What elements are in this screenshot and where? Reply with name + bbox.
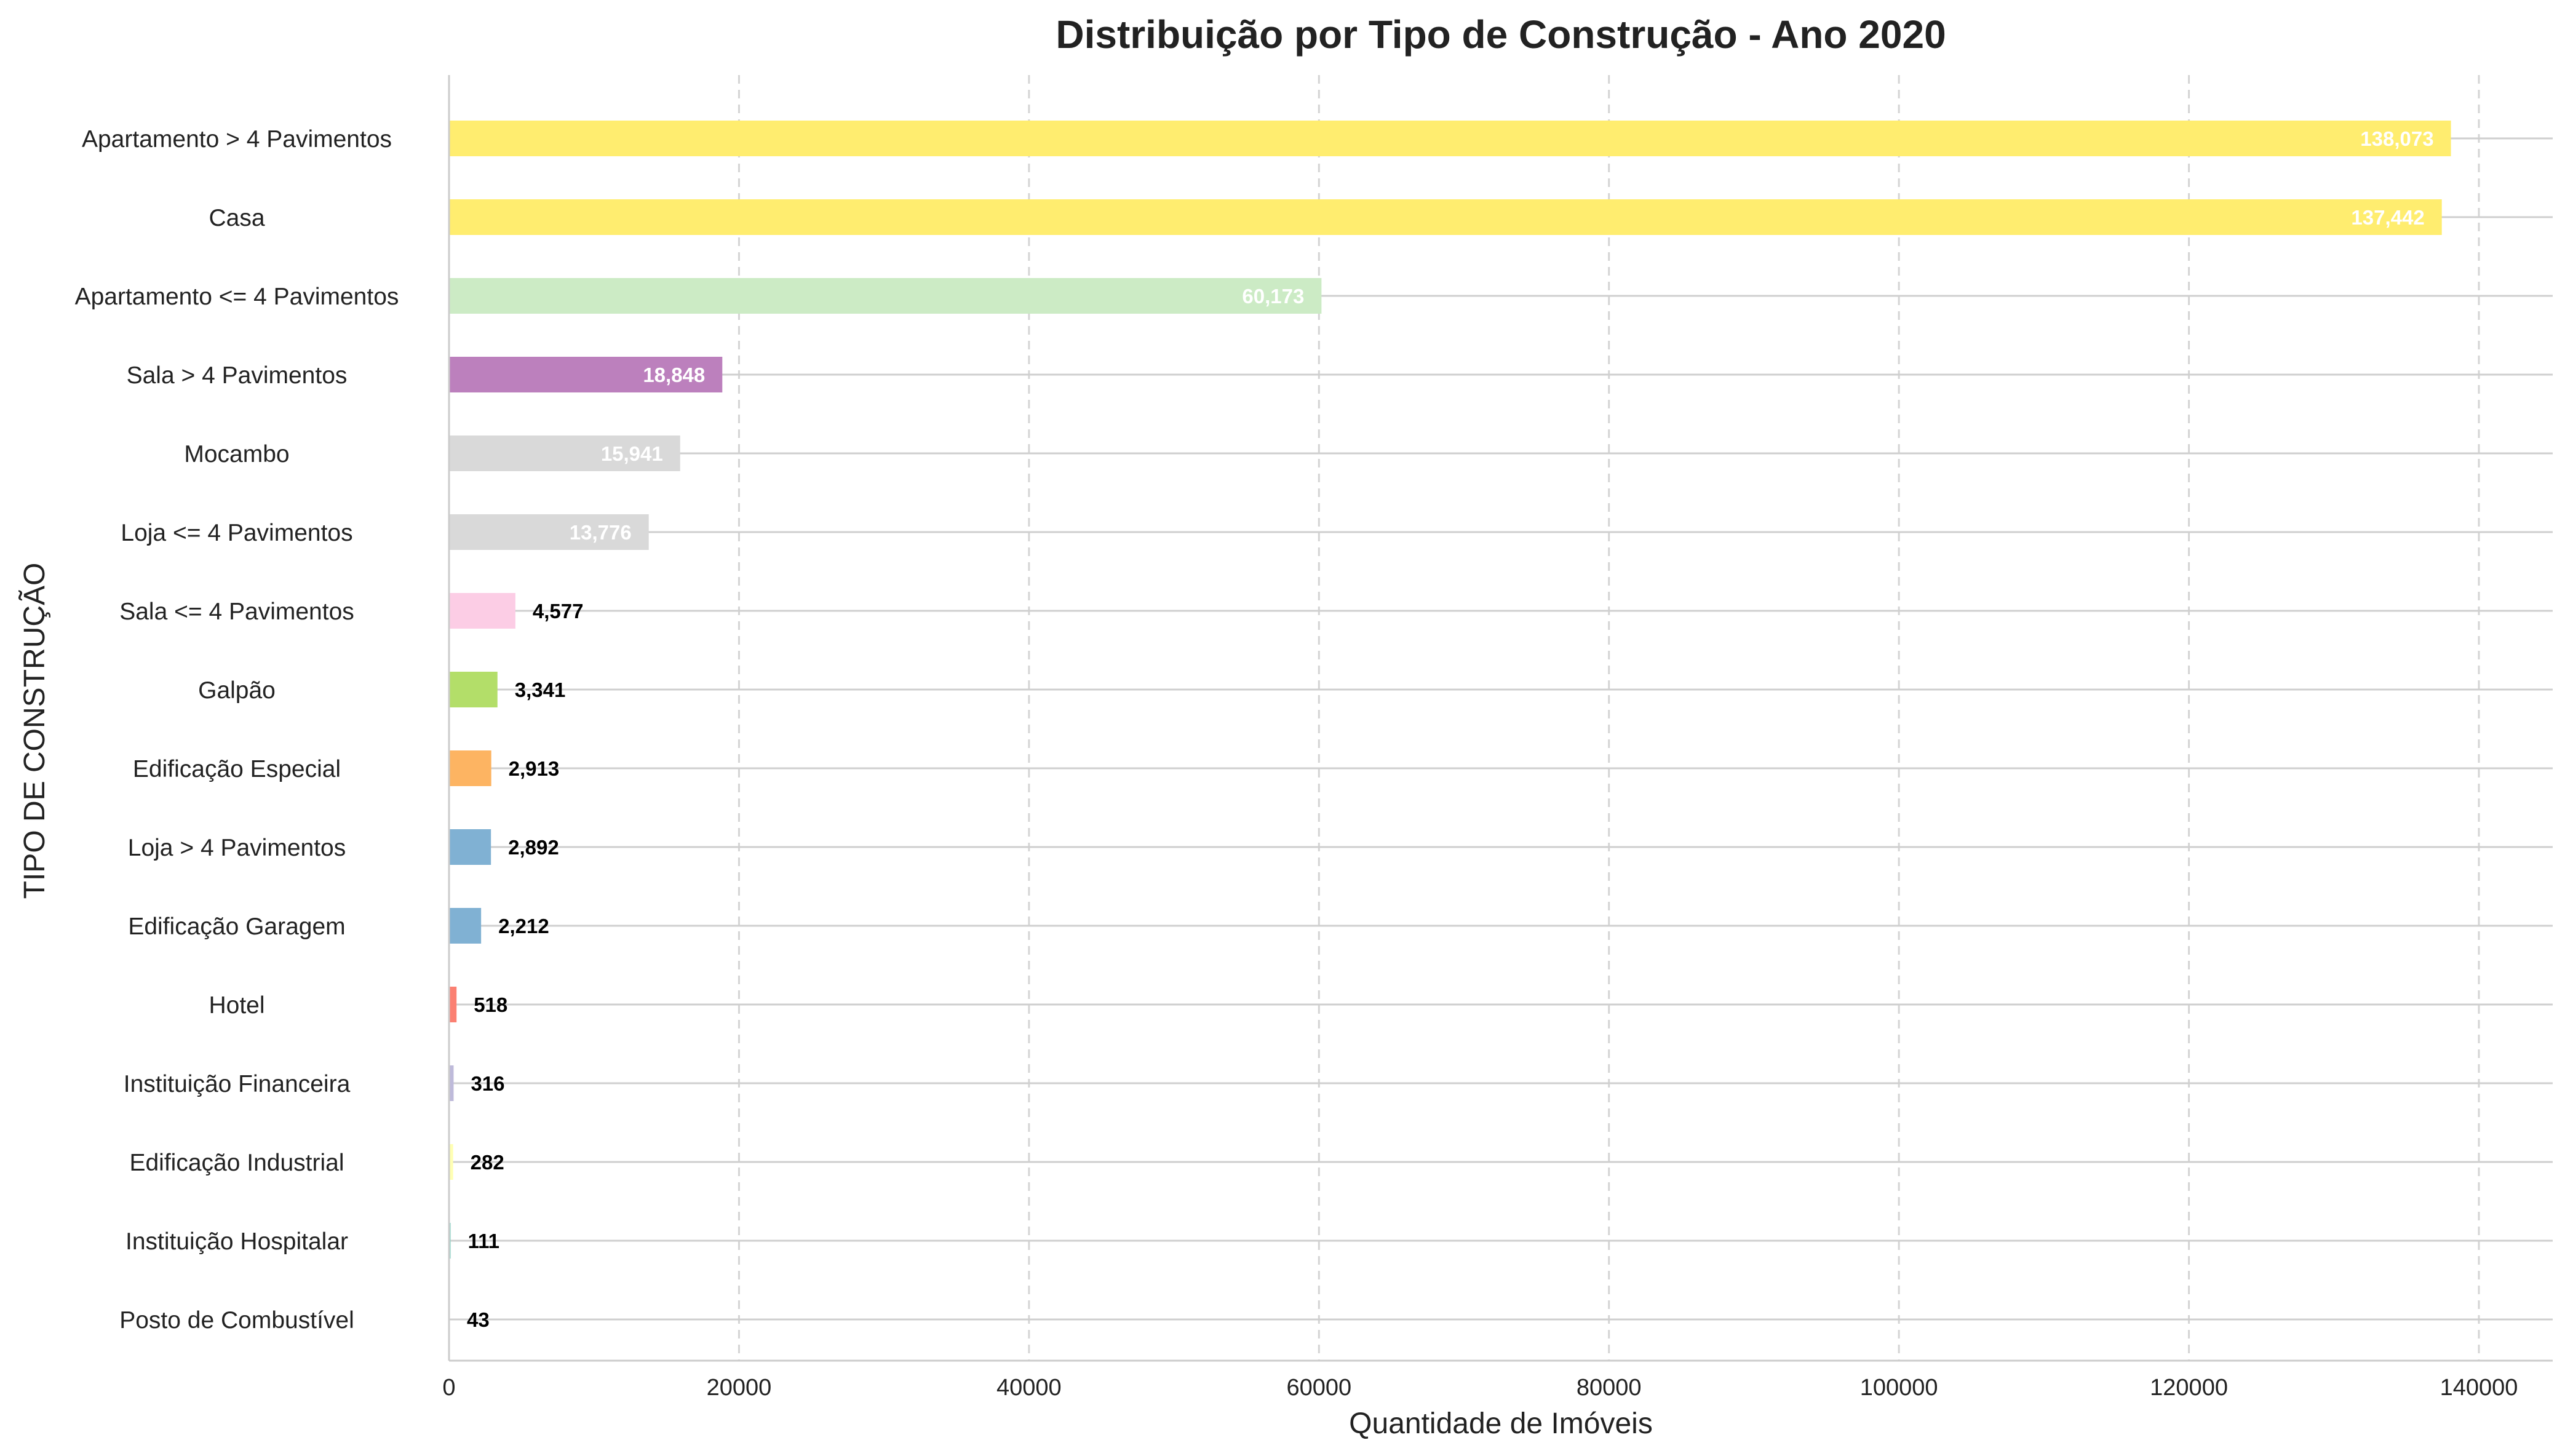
category-label: Edificação Garagem xyxy=(128,913,345,940)
category-label: Instituição Financeira xyxy=(124,1071,351,1097)
value-labels: 138,073 137,442 60,173 18,848 15,941 13,776 4,… xyxy=(467,127,2434,1331)
bar xyxy=(449,1065,454,1101)
category-label: Apartamento > 4 Pavimentos xyxy=(82,126,392,153)
value-label: 2,892 xyxy=(508,836,559,859)
x-tick-label: 60000 xyxy=(1286,1375,1351,1401)
bar xyxy=(449,199,2442,235)
value-label: 2,212 xyxy=(498,915,549,937)
category-gridlines xyxy=(449,137,2553,1321)
bar xyxy=(449,672,498,707)
bar xyxy=(449,750,491,786)
bar xyxy=(449,436,680,471)
category-label: Edificação Industrial xyxy=(129,1150,344,1176)
gridlines xyxy=(738,75,2480,1361)
value-label: 15,941 xyxy=(601,442,663,465)
x-tick-label: 40000 xyxy=(996,1375,1062,1401)
category-label: Galpão xyxy=(198,677,276,704)
category-label: Apartamento <= 4 Pavimentos xyxy=(75,284,399,310)
category-label: Casa xyxy=(209,205,264,231)
category-label: Instituição Hospitalar xyxy=(125,1228,348,1255)
category-labels: Apartamento > 4 Pavimentos Casa Apartament… xyxy=(75,126,399,1334)
category-label: Edificação Especial xyxy=(133,756,341,782)
bar xyxy=(449,1144,453,1180)
value-label: 60,173 xyxy=(1242,285,1304,308)
bar xyxy=(449,908,482,944)
bar xyxy=(449,593,515,629)
x-tick-label: 20000 xyxy=(707,1375,772,1401)
value-label: 4,577 xyxy=(533,600,584,623)
x-tick-label: 0 xyxy=(442,1375,455,1401)
category-label: Hotel xyxy=(209,992,264,1019)
bar xyxy=(449,514,649,550)
x-tick-label: 100000 xyxy=(1860,1375,1938,1401)
bar xyxy=(449,987,457,1022)
x-axis-label: Quantidade de Imóveis xyxy=(1349,1407,1653,1440)
x-tick-label: 120000 xyxy=(2150,1375,2228,1401)
x-tick-label: 140000 xyxy=(2440,1375,2518,1401)
category-label: Posto de Combustível xyxy=(119,1307,354,1334)
value-label: 18,848 xyxy=(643,364,705,386)
category-label: Loja > 4 Pavimentos xyxy=(128,835,346,861)
category-label: Sala <= 4 Pavimentos xyxy=(119,599,354,625)
chart-title: Distribuição por Tipo de Construção - An… xyxy=(1056,12,1946,57)
x-tick-labels: 0 20000 40000 60000 80000 100000 120000 140000 xyxy=(442,1375,2518,1401)
value-label: 3,341 xyxy=(515,678,566,701)
bar xyxy=(449,829,491,865)
x-tick-label: 80000 xyxy=(1577,1375,1642,1401)
bar xyxy=(449,278,1322,314)
value-label: 137,442 xyxy=(2351,206,2424,229)
category-label: Mocambo xyxy=(184,441,289,467)
bar xyxy=(449,357,723,392)
value-label: 13,776 xyxy=(570,521,632,544)
value-label: 282 xyxy=(471,1151,504,1174)
value-label: 111 xyxy=(468,1230,499,1252)
category-label: Sala > 4 Pavimentos xyxy=(127,362,348,389)
value-label: 138,073 xyxy=(2360,127,2433,150)
value-label: 518 xyxy=(474,993,507,1016)
category-label: Loja <= 4 Pavimentos xyxy=(121,520,352,546)
y-axis-label: TIPO DE CONSTRUÇÃO xyxy=(18,563,51,899)
bars xyxy=(449,121,2451,1337)
value-label: 43 xyxy=(467,1308,490,1331)
value-label: 316 xyxy=(471,1072,504,1095)
value-label: 2,913 xyxy=(509,757,560,780)
bar xyxy=(449,121,2451,156)
